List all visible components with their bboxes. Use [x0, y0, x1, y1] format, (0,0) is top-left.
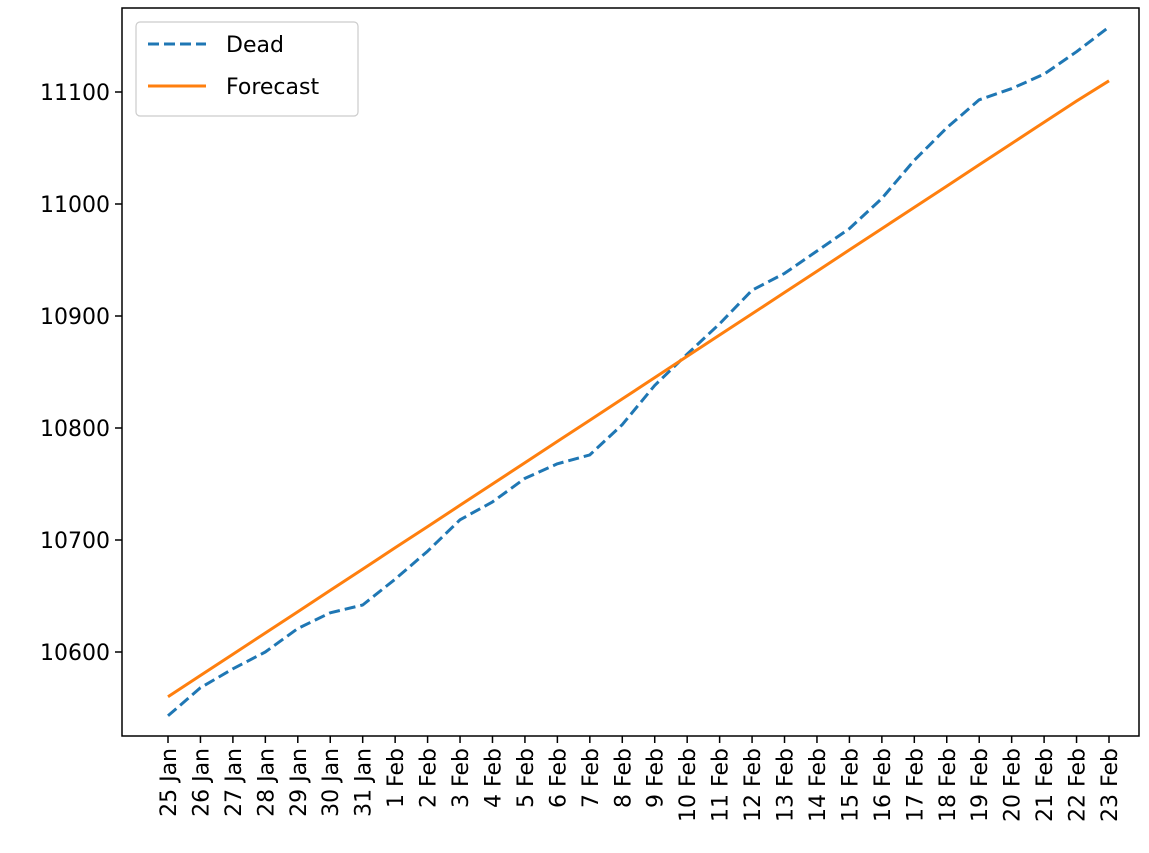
x-tick-label: 13 Feb [774, 748, 799, 822]
x-tick-label: 9 Feb [644, 748, 669, 808]
x-tick-label: 2 Feb [417, 748, 442, 808]
y-tick-label: 11100 [40, 81, 110, 106]
x-tick-label: 31 Jan [352, 748, 377, 817]
y-tick-label: 11000 [40, 193, 110, 218]
x-tick-label: 1 Feb [384, 748, 409, 808]
x-tick-label: 28 Jan [254, 748, 279, 817]
x-tick-label: 21 Feb [1033, 748, 1058, 822]
x-tick-label: 3 Feb [449, 748, 474, 808]
x-axis: 25 Jan 26 Jan 27 Jan 28 Jan 29 Jan 30 Jan 31 J… [157, 736, 1123, 822]
x-tick-label: 11 Feb [709, 748, 734, 822]
x-tick-label: 30 Jan [319, 748, 344, 817]
legend-box [135, 21, 359, 117]
x-tick-label: 17 Feb [903, 748, 928, 822]
x-tick-label: 19 Feb [968, 748, 993, 822]
plot-area [167, 25, 1110, 717]
x-tick-label: 10 Feb [676, 748, 701, 822]
x-tick-label: 5 Feb [514, 748, 539, 808]
x-tick-label: 27 Jan [222, 748, 247, 817]
legend-label-dead: Dead [226, 33, 284, 58]
series-line-forecast [167, 79, 1110, 699]
x-tick-label: 29 Jan [287, 748, 312, 817]
x-tick-label: 25 Jan [157, 748, 182, 817]
plot-frame [121, 7, 1140, 737]
x-tick-label: 14 Feb [806, 748, 831, 822]
x-tick-label: 12 Feb [741, 748, 766, 822]
x-tick-label: 23 Feb [1098, 748, 1123, 822]
x-tick-label: 15 Feb [838, 748, 863, 822]
legend: Dead Forecast [135, 21, 359, 117]
y-tick-label: 10700 [40, 529, 110, 554]
x-tick-label: 7 Feb [579, 748, 604, 808]
x-tick-label: 16 Feb [871, 748, 896, 822]
x-tick-label: 18 Feb [936, 748, 961, 822]
x-tick-label: 22 Feb [1066, 748, 1091, 822]
y-tick-label: 10800 [40, 417, 110, 442]
y-tick-label: 10600 [40, 641, 110, 666]
series-line-dead [167, 25, 1110, 717]
x-tick-label: 20 Feb [1001, 748, 1026, 822]
y-axis: 10600 10700 10800 10900 11000 11100 [40, 81, 122, 666]
x-tick-label: 26 Jan [189, 748, 214, 817]
x-tick-label: 4 Feb [481, 748, 506, 808]
x-tick-label: 8 Feb [611, 748, 636, 808]
x-tick-label: 6 Feb [546, 748, 571, 808]
legend-label-forecast: Forecast [226, 75, 319, 100]
y-tick-label: 10900 [40, 305, 110, 330]
